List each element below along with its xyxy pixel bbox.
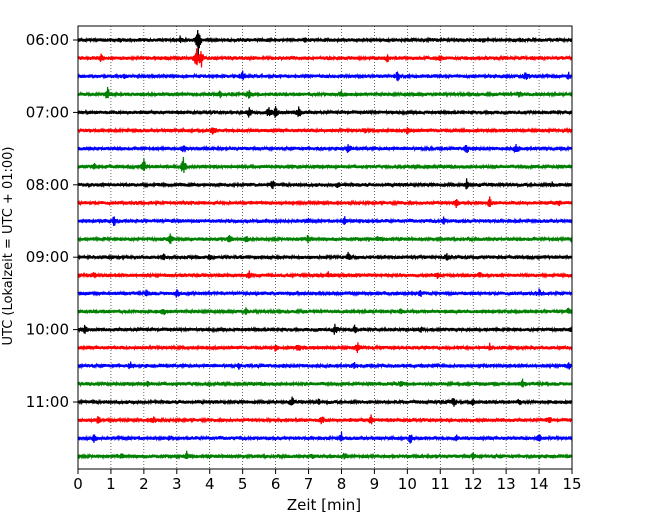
x-tick-label: 4	[205, 475, 215, 493]
trace-0630	[77, 70, 573, 82]
trace-0915	[77, 270, 573, 279]
trace-0715	[77, 126, 573, 135]
x-tick-label: 10	[398, 475, 417, 493]
trace-0700	[77, 105, 573, 118]
trace-0900	[77, 251, 573, 261]
x-tick-label: 12	[464, 475, 483, 493]
y-tick-label: 09:00	[26, 248, 69, 266]
x-tick-label: 14	[530, 475, 549, 493]
y-tick-label: 08:00	[26, 176, 69, 194]
y-tick-label: 11:00	[26, 393, 69, 411]
trace-1045	[77, 378, 573, 388]
y-tick-label: 06:00	[26, 31, 69, 49]
trace-1145	[77, 450, 573, 461]
trace-1030	[77, 361, 573, 370]
trace-0600	[77, 29, 573, 59]
x-tick-label: 7	[304, 475, 314, 493]
y-tick-label: 07:00	[26, 103, 69, 121]
trace-1100	[77, 396, 573, 407]
trace-0845	[77, 233, 573, 244]
x-tick-label: 9	[370, 475, 380, 493]
x-tick-label: 15	[562, 475, 581, 493]
trace-0730	[77, 143, 573, 153]
x-axis-label: Zeit [min]	[287, 496, 361, 514]
trace-1000	[77, 323, 573, 335]
x-tick-label: 11	[431, 475, 450, 493]
x-tick-label: 2	[139, 475, 149, 493]
x-axis-ticks: 0 1 2 3 4 5 6 7 8 9 10 11 12 13 14 15	[73, 469, 582, 493]
x-tick-label: 5	[238, 475, 248, 493]
plot-frame	[77, 25, 573, 470]
x-tick-label: 1	[106, 475, 116, 493]
y-axis-label: UTC (Lokalzeit = UTC + 01:00)	[1, 147, 16, 346]
trace-0945	[77, 307, 573, 316]
trace-0830	[77, 216, 573, 227]
trace-0930	[77, 288, 573, 298]
x-tick-label: 8	[337, 475, 347, 493]
seismic-traces	[77, 29, 573, 461]
trace-0800	[77, 178, 573, 190]
x-tick-label: 3	[172, 475, 182, 493]
trace-0645	[77, 86, 573, 99]
trace-1130	[77, 431, 573, 444]
y-tick-label: 10:00	[26, 321, 69, 339]
x-tick-label: 6	[271, 475, 281, 493]
x-tick-label: 13	[497, 475, 516, 493]
trace-0815	[77, 196, 573, 209]
trace-0745	[77, 156, 573, 174]
x-tick-label: 0	[73, 475, 83, 493]
trace-1015	[77, 342, 573, 354]
grid-lines	[110, 26, 540, 469]
y-axis-ticks: 06:00 07:00 08:00 09:00 10:00 11:00	[26, 31, 78, 411]
trace-0615	[77, 48, 573, 68]
trace-1115	[77, 414, 573, 425]
